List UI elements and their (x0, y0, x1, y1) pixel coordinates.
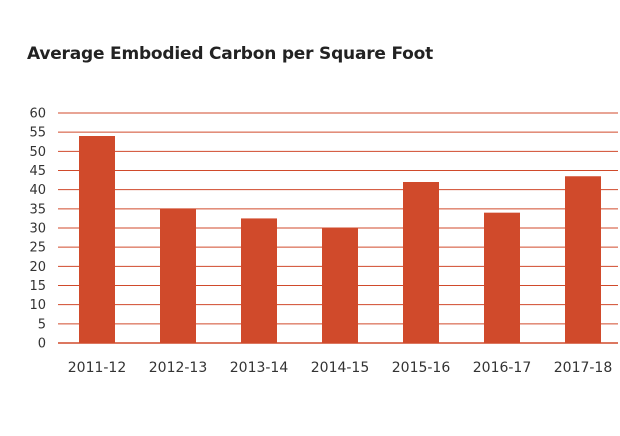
x-axis-labels: 2011-12 2012-13 2013-14 2014-15 2015-16 2016-… (68, 360, 613, 376)
y-tick-label: 60 (29, 107, 46, 122)
bar (322, 228, 358, 343)
y-tick-label: 10 (29, 298, 46, 313)
y-tick-label: 5 (38, 317, 46, 332)
chart-title: Average Embodied Carbon per Square Foot (27, 44, 434, 64)
y-tick-label: 40 (29, 183, 46, 198)
x-tick-label: 2012-13 (149, 360, 208, 376)
bar (160, 208, 196, 343)
y-tick-label: 50 (29, 145, 46, 160)
y-tick-label: 25 (29, 241, 46, 256)
x-tick-label: 2017-18 (554, 360, 613, 376)
y-tick-label: 15 (29, 279, 46, 294)
bar (79, 136, 115, 343)
x-tick-label: 2013-14 (230, 360, 289, 376)
y-tick-label: 20 (29, 260, 46, 275)
y-tick-label: 45 (29, 164, 46, 179)
y-axis-ticks: 0 5 10 15 20 25 30 35 40 45 50 55 60 (29, 107, 46, 352)
x-tick-label: 2015-16 (392, 360, 451, 376)
x-tick-label: 2014-15 (311, 360, 370, 376)
bar (484, 212, 520, 343)
y-tick-label: 35 (29, 202, 46, 217)
y-tick-label: 0 (38, 337, 46, 352)
x-tick-label: 2016-17 (473, 360, 532, 376)
bar (565, 176, 601, 343)
bars (79, 136, 601, 343)
y-tick-label: 55 (29, 126, 46, 141)
y-tick-label: 30 (29, 222, 46, 237)
x-tick-label: 2011-12 (68, 360, 127, 376)
bar (241, 218, 277, 343)
bar (403, 182, 439, 343)
